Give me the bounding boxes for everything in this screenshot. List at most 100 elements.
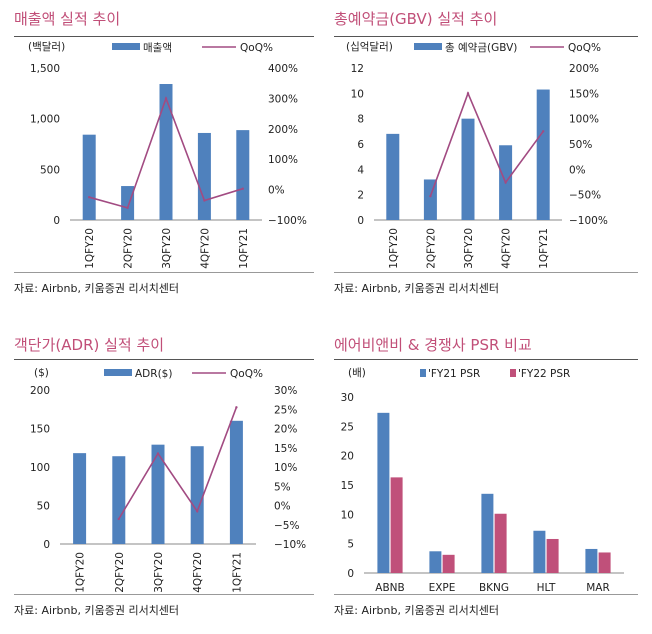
y2-tick-label: −50% bbox=[569, 190, 601, 202]
x-tick-label: ABNB bbox=[375, 582, 404, 594]
x-tick-label: 1QFY20 bbox=[84, 228, 96, 269]
x-tick-label: MAR bbox=[586, 582, 610, 594]
x-tick-label: 1QFY20 bbox=[75, 552, 87, 593]
unit-label: (십억달러) bbox=[346, 41, 393, 53]
y-tick-label: 200 bbox=[30, 385, 50, 397]
bar bbox=[73, 453, 87, 544]
y-tick-label: 25 bbox=[341, 421, 354, 433]
source-note: 자료: Airbnb, 키움증권 리서치센터 bbox=[334, 604, 500, 617]
x-tick-label: 4QFY20 bbox=[199, 228, 211, 269]
gbv-chart: (십억달러) 0 2 4 6 8 10 12 −100% −50% 0% 50% 100% 150% 200… bbox=[346, 41, 608, 269]
y-tick-label: 0 bbox=[347, 568, 354, 580]
qoq-point bbox=[203, 199, 206, 202]
qoq-point bbox=[156, 452, 160, 455]
chart-panel-psr: 에어비앤비 & 경쟁사 PSR 비교 (배) 0 5 10 15 20 25 30 ABNB EX… bbox=[334, 334, 638, 630]
chart-title: 매출액 실적 추이 bbox=[14, 10, 121, 28]
x-tick-label: 2QFY20 bbox=[425, 228, 437, 269]
y2-tick-label: 20% bbox=[274, 424, 297, 436]
bar bbox=[151, 444, 165, 544]
y2-tick-label: 5% bbox=[274, 481, 291, 493]
qoq-point bbox=[235, 406, 238, 409]
unit-label: (배) bbox=[348, 367, 366, 379]
y2-tick-label: 0% bbox=[274, 501, 291, 513]
qoq-point bbox=[466, 92, 470, 95]
legend-label: 'FY21 PSR bbox=[428, 368, 480, 380]
x-tick-label: 3QFY20 bbox=[153, 552, 165, 593]
qoq-point bbox=[241, 187, 244, 190]
y-tick-label: 150 bbox=[30, 424, 50, 436]
y2-tick-label: 150% bbox=[569, 88, 599, 100]
x-tick-label: 3QFY20 bbox=[161, 228, 173, 269]
legend-swatch bbox=[414, 43, 442, 50]
qoq-point bbox=[164, 97, 168, 100]
legend-label: 매출액 bbox=[143, 42, 172, 54]
y-tick-label: 500 bbox=[40, 164, 60, 176]
x-tick-label: 3QFY20 bbox=[463, 228, 475, 269]
x-tick-label: 1QFY21 bbox=[238, 228, 250, 269]
bar bbox=[390, 477, 403, 573]
revenue-chart: (백달러) 0 500 1,000 1,500 −100% 0% 100% 200% 300% 40… bbox=[28, 41, 307, 269]
bar bbox=[190, 446, 204, 544]
bar bbox=[494, 513, 507, 573]
source-rule bbox=[334, 594, 638, 595]
y2-tick-label: 0% bbox=[268, 185, 285, 197]
y2-tick-label: 0% bbox=[569, 164, 586, 176]
title-rule bbox=[334, 36, 638, 37]
y-tick-label: 10 bbox=[341, 509, 354, 521]
bar bbox=[598, 552, 611, 573]
chart-panel-revenue: 매출액 실적 추이 (백달러) 0 500 1,000 1,500 −100% 0% 100%… bbox=[14, 8, 314, 308]
y-tick-label: 0 bbox=[53, 215, 60, 227]
y-tick-label: 30 bbox=[341, 392, 354, 404]
x-tick-label: 1QFY21 bbox=[538, 228, 550, 269]
y2-tick-label: 100% bbox=[569, 114, 599, 126]
chart-panel-gbv: 총예약금(GBV) 실적 추이 (십억달러) 0 2 4 6 8 10 12 −100% −50%… bbox=[334, 8, 638, 308]
y-tick-label: 12 bbox=[351, 63, 364, 75]
y-tick-label: 100 bbox=[30, 462, 50, 474]
bar bbox=[585, 548, 598, 573]
y2-tick-label: 200% bbox=[569, 63, 599, 75]
chart-title: 총예약금(GBV) 실적 추이 bbox=[334, 10, 498, 28]
x-tick-label: 1QFY21 bbox=[231, 552, 243, 593]
bar bbox=[377, 412, 390, 573]
y-tick-label: 0 bbox=[43, 539, 50, 551]
y2-tick-label: −5% bbox=[274, 520, 299, 532]
y2-tick-label: 15% bbox=[274, 443, 297, 455]
bar bbox=[386, 133, 400, 220]
x-tick-label: 4QFY20 bbox=[501, 228, 513, 269]
legend-swatch bbox=[510, 369, 516, 377]
x-tick-label: 2QFY20 bbox=[123, 228, 135, 269]
y2-tick-label: −10% bbox=[274, 539, 306, 551]
source-note: 자료: Airbnb, 키움증권 리서치센터 bbox=[14, 604, 180, 617]
source-note: 자료: Airbnb, 키움증권 리서치센터 bbox=[334, 282, 500, 295]
legend-label: QoQ% bbox=[230, 368, 263, 380]
y2-tick-label: 25% bbox=[274, 404, 297, 416]
x-tick-label: BKNG bbox=[479, 582, 509, 594]
chart-title: 객단가(ADR) 실적 추이 bbox=[14, 336, 165, 354]
bar bbox=[536, 89, 550, 221]
legend-label: QoQ% bbox=[240, 42, 273, 54]
y2-tick-label: 10% bbox=[274, 462, 297, 474]
qoq-point bbox=[196, 510, 199, 513]
x-tick-label: 4QFY20 bbox=[192, 552, 204, 593]
legend-swatch bbox=[104, 369, 132, 376]
legend-swatch bbox=[420, 369, 426, 377]
y-tick-label: 1,000 bbox=[30, 114, 60, 126]
bar bbox=[442, 554, 455, 573]
title-rule bbox=[334, 359, 638, 360]
chart-panel-adr: 객단가(ADR) 실적 추이 ($) 0 50 100 150 200 −10% −5% 0% 5… bbox=[14, 334, 314, 630]
y-tick-label: 8 bbox=[357, 114, 364, 126]
y-tick-label: 20 bbox=[341, 451, 354, 463]
adr-chart: ($) 0 50 100 150 200 −10% −5% 0% 5% 10% 15% 20% 25% 30… bbox=[30, 367, 306, 593]
unit-label: (백달러) bbox=[28, 41, 65, 53]
qoq-line bbox=[429, 91, 544, 197]
qoq-line bbox=[118, 407, 238, 520]
bar bbox=[159, 84, 173, 220]
bar bbox=[197, 132, 211, 220]
source-rule bbox=[334, 272, 638, 273]
bar bbox=[481, 493, 494, 573]
y-tick-label: 4 bbox=[357, 164, 364, 176]
bar bbox=[533, 530, 546, 573]
qoq-point bbox=[504, 181, 507, 184]
source-rule bbox=[14, 594, 314, 595]
legend-swatch bbox=[112, 43, 140, 50]
